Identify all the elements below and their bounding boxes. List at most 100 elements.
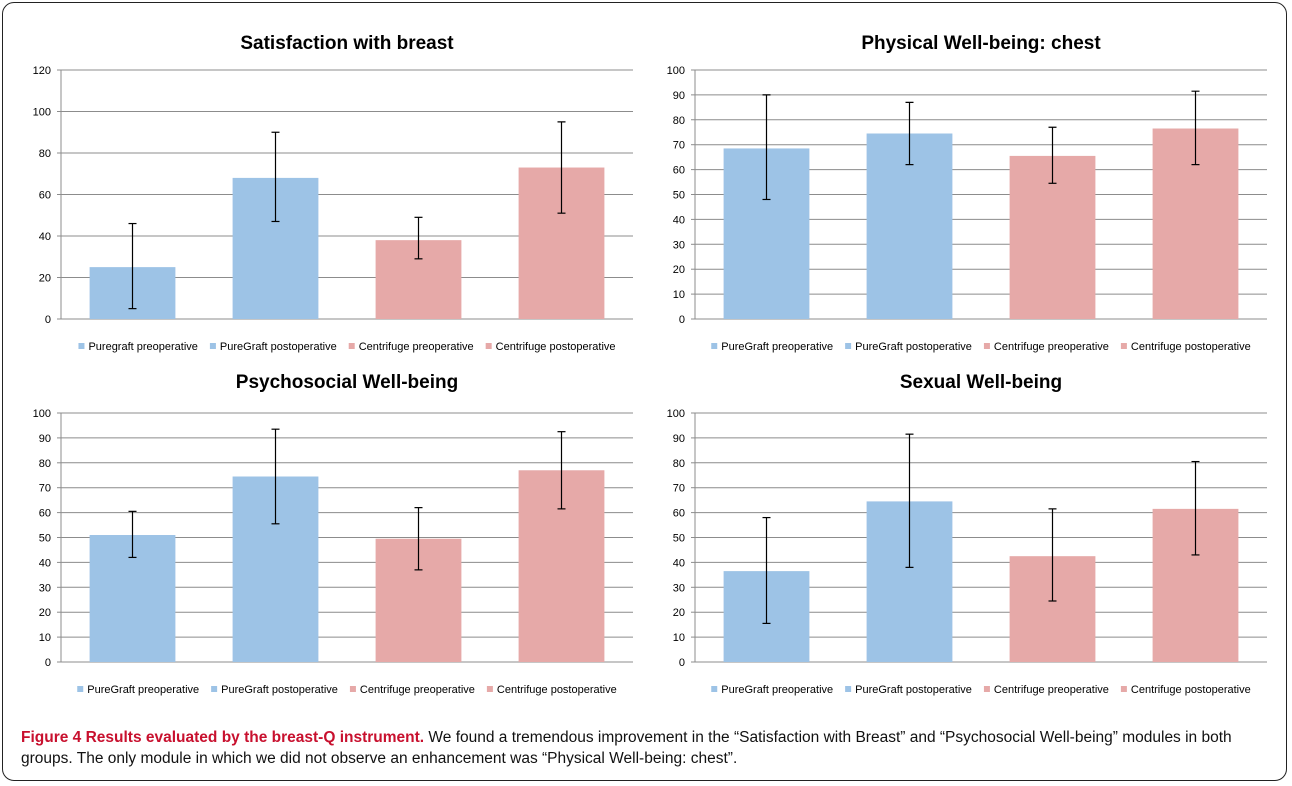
y-tick-label: 30 — [673, 582, 685, 594]
legend: PureGraft preoperative PureGraft postoper… — [711, 684, 1251, 696]
legend-swatch — [486, 686, 493, 692]
error-bar — [128, 222, 137, 310]
figure-caption: Figure 4 Results evaluated by the breast… — [21, 727, 1276, 769]
y-tick-label: 0 — [45, 657, 51, 669]
legend-label: Centrifuge postoperative — [496, 341, 616, 353]
y-tick-label: 30 — [673, 239, 685, 251]
error-bar — [271, 131, 280, 223]
y-tick-label: 20 — [39, 607, 51, 619]
legend-swatch — [78, 343, 85, 349]
error-bar — [905, 433, 914, 568]
y-tick-label: 60 — [673, 165, 685, 177]
legend-swatch — [1120, 686, 1127, 692]
y-tick-label: 120 — [33, 65, 51, 77]
y-tick-label: 70 — [673, 140, 685, 152]
y-tick-label: 80 — [39, 148, 51, 160]
y-tick-label: 0 — [679, 657, 685, 669]
y-tick-label: 40 — [39, 231, 51, 243]
error-bar — [414, 216, 423, 260]
y-tick-label: 90 — [673, 90, 685, 102]
y-tick-label: 70 — [39, 483, 51, 495]
legend-swatch — [1120, 343, 1127, 349]
error-bar — [762, 94, 771, 201]
legend-label: Centrifuge postoperative — [1131, 684, 1251, 696]
y-tick-label: 0 — [45, 314, 51, 326]
legend-swatch — [711, 343, 718, 349]
y-tick-label: 50 — [673, 190, 685, 202]
legend-label: Centrifuge preoperative — [994, 341, 1109, 353]
chart-svg: Psychosocial Well-being 0 10 20 30 40 50 60 70 80… — [33, 372, 633, 696]
legend-label: Centrifuge preoperative — [994, 684, 1109, 696]
legend-label: PureGraft postoperative — [855, 341, 972, 353]
error-bar — [271, 428, 280, 525]
y-tick-label: 80 — [39, 458, 51, 470]
legend-label: Centrifuge preoperative — [359, 341, 474, 353]
legend-swatch — [845, 686, 852, 692]
legend-label: Centrifuge postoperative — [1131, 341, 1251, 353]
y-tick-label: 100 — [667, 65, 685, 77]
y-tick-label: 60 — [39, 190, 51, 202]
legend-swatch — [349, 686, 356, 692]
error-bar — [1191, 90, 1200, 166]
error-bar — [128, 510, 137, 559]
y-tick-label: 50 — [39, 533, 51, 545]
legend-label: PureGraft postoperative — [220, 341, 337, 353]
legend-swatch — [983, 686, 990, 692]
legend: Puregraft preoperative PureGraft postoper… — [78, 341, 616, 353]
chart-svg: Physical Well-being: chest 0 10 20 30 40 50 60 7… — [667, 33, 1267, 353]
error-bar — [1191, 460, 1200, 556]
y-tick-label: 60 — [673, 508, 685, 520]
chart-satisfaction-with-breast: Satisfaction with breast 0 20 40 60 80 100 120 P… — [21, 25, 643, 365]
legend-swatch — [211, 686, 218, 692]
y-tick-label: 90 — [39, 433, 51, 445]
chart-title: Physical Well-being: chest — [861, 33, 1101, 54]
error-bar — [905, 101, 914, 166]
y-tick-label: 20 — [673, 607, 685, 619]
legend: PureGraft preoperative PureGraft postoper… — [711, 341, 1251, 353]
caption-text: We found a tremendous improvement in the… — [21, 729, 1232, 767]
legend: PureGraft preoperative PureGraft postoper… — [77, 684, 617, 696]
y-tick-label: 40 — [39, 557, 51, 569]
y-tick-label: 70 — [673, 483, 685, 495]
legend-label: Puregraft preoperative — [88, 341, 197, 353]
legend-label: PureGraft preoperative — [87, 684, 199, 696]
legend-label: PureGraft postoperative — [221, 684, 338, 696]
legend-swatch — [845, 343, 852, 349]
chart-sexual-well-being: Sexual Well-being 0 10 20 30 40 50 60 70 80 90 100 P… — [655, 372, 1277, 701]
y-tick-label: 10 — [39, 632, 51, 644]
y-tick-label: 10 — [673, 632, 685, 644]
y-tick-label: 20 — [39, 273, 51, 285]
legend-swatch — [77, 686, 84, 692]
legend-label: PureGraft postoperative — [855, 684, 972, 696]
y-tick-label: 10 — [673, 289, 685, 301]
legend-swatch — [348, 343, 355, 349]
legend-swatch — [983, 343, 990, 349]
y-tick-label: 20 — [673, 264, 685, 276]
y-tick-label: 50 — [673, 533, 685, 545]
error-bar — [557, 431, 566, 510]
error-bar — [557, 121, 566, 214]
y-tick-label: 100 — [33, 408, 51, 420]
error-bar — [762, 516, 771, 625]
y-tick-label: 60 — [39, 508, 51, 520]
y-tick-label: 80 — [673, 458, 685, 470]
y-tick-label: 0 — [679, 314, 685, 326]
y-tick-label: 100 — [667, 408, 685, 420]
y-tick-label: 90 — [673, 433, 685, 445]
y-tick-label: 100 — [33, 107, 51, 119]
legend-swatch — [209, 343, 216, 349]
y-tick-label: 30 — [39, 582, 51, 594]
legend-label: Centrifuge preoperative — [360, 684, 475, 696]
legend-label: PureGraft preoperative — [721, 684, 833, 696]
chart-physical-well-being-chest: Physical Well-being: chest 0 10 20 30 40 50 60 7… — [655, 25, 1277, 365]
chart-title: Satisfaction with breast — [240, 33, 454, 54]
chart-title: Sexual Well-being — [900, 372, 1062, 393]
legend-label: PureGraft preoperative — [721, 341, 833, 353]
chart-title: Psychosocial Well-being — [236, 372, 458, 393]
chart-svg: Satisfaction with breast 0 20 40 60 80 100 120 P… — [33, 33, 633, 353]
error-bar — [1048, 126, 1057, 184]
caption-title: Figure 4 Results evaluated by the breast… — [21, 729, 425, 746]
legend-label: Centrifuge postoperative — [497, 684, 617, 696]
chart-psychosocial-well-being: Psychosocial Well-being 0 10 20 30 40 50 60 70 80… — [21, 372, 643, 701]
